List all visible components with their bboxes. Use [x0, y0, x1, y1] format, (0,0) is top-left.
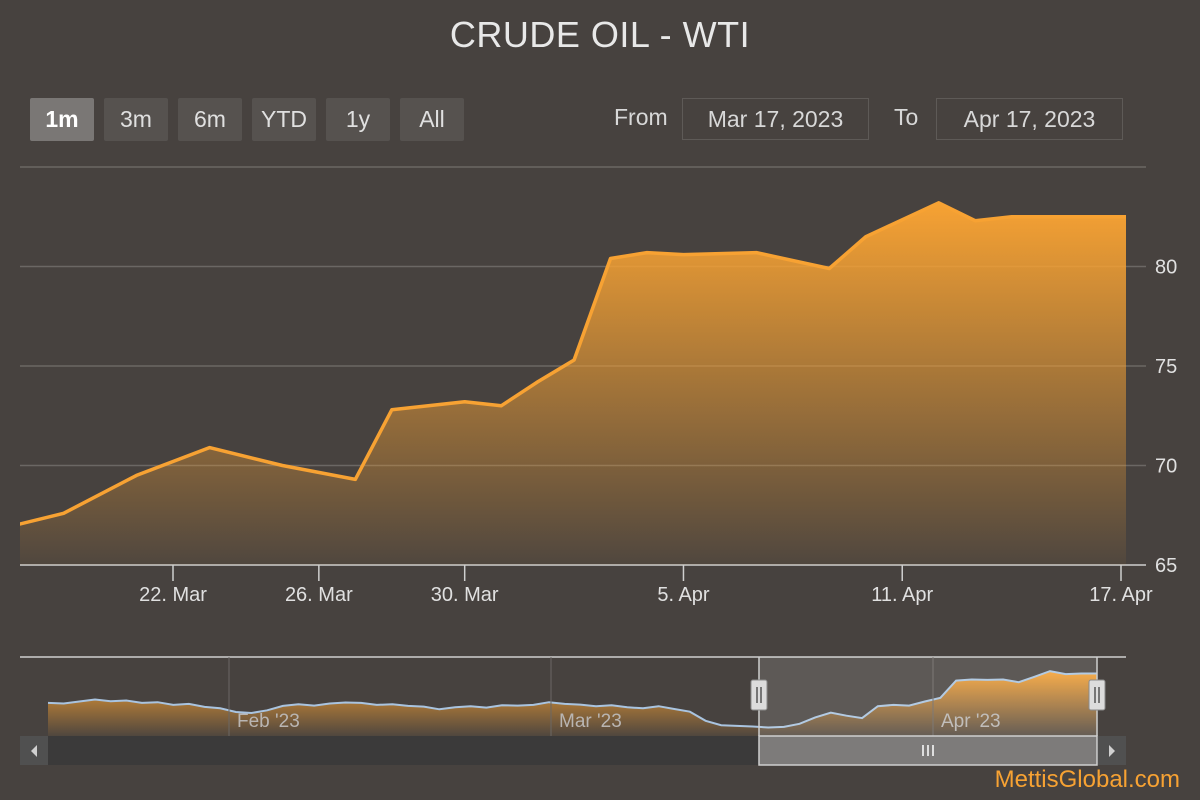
series-line [20, 201, 1126, 526]
navigator-area [48, 671, 1097, 736]
y-tick-label: 65 [1155, 555, 1177, 577]
y-tick-label: 70 [1155, 456, 1177, 478]
left-arrow-icon [31, 745, 37, 757]
range-button-1y[interactable]: 1y [326, 98, 390, 141]
handle-body [750, 679, 768, 711]
watermark: MettisGlobal.com [994, 766, 1180, 793]
navigator-right-handle[interactable] [1088, 679, 1106, 711]
from-label: From [614, 104, 668, 130]
scrollbar-left-button[interactable] [20, 736, 48, 765]
navigator-label: Feb '23 [237, 711, 300, 732]
chart-title: CRUDE OIL - WTI [449, 14, 751, 55]
x-tick-label: 30. Mar [431, 584, 499, 606]
to-label: To [894, 104, 919, 130]
navigator-label: Mar '23 [559, 711, 622, 732]
scrollbar-right-button[interactable] [1098, 736, 1126, 765]
from-date-input[interactable]: Mar 17, 2023 [682, 98, 869, 140]
x-tick-label: 22. Mar [139, 584, 207, 606]
x-tick-label: 26. Mar [285, 584, 353, 606]
range-button-all[interactable]: All [400, 98, 464, 141]
handle-body [1088, 679, 1106, 711]
to-date-input[interactable]: Apr 17, 2023 [936, 98, 1123, 140]
navigator-line [47, 670, 1097, 729]
x-tick-label: 17. Apr [1089, 584, 1153, 606]
range-button-ytd[interactable]: YTD [252, 98, 316, 141]
y-tick-label: 75 [1155, 356, 1177, 378]
range-button-6m[interactable]: 6m [178, 98, 242, 141]
navigator-label: Apr '23 [941, 711, 1001, 732]
navigator-left-handle[interactable] [750, 679, 768, 711]
y-tick-label: 80 [1155, 257, 1177, 279]
range-button-1m[interactable]: 1m [30, 98, 94, 141]
navigator-window [759, 657, 1097, 736]
series-area [20, 202, 1126, 565]
series-group [20, 201, 1126, 565]
range-button-3m[interactable]: 3m [104, 98, 168, 141]
x-tick-label: 11. Apr [871, 584, 933, 606]
right-arrow-icon [1109, 745, 1115, 757]
x-tick-label: 5. Apr [657, 584, 710, 606]
